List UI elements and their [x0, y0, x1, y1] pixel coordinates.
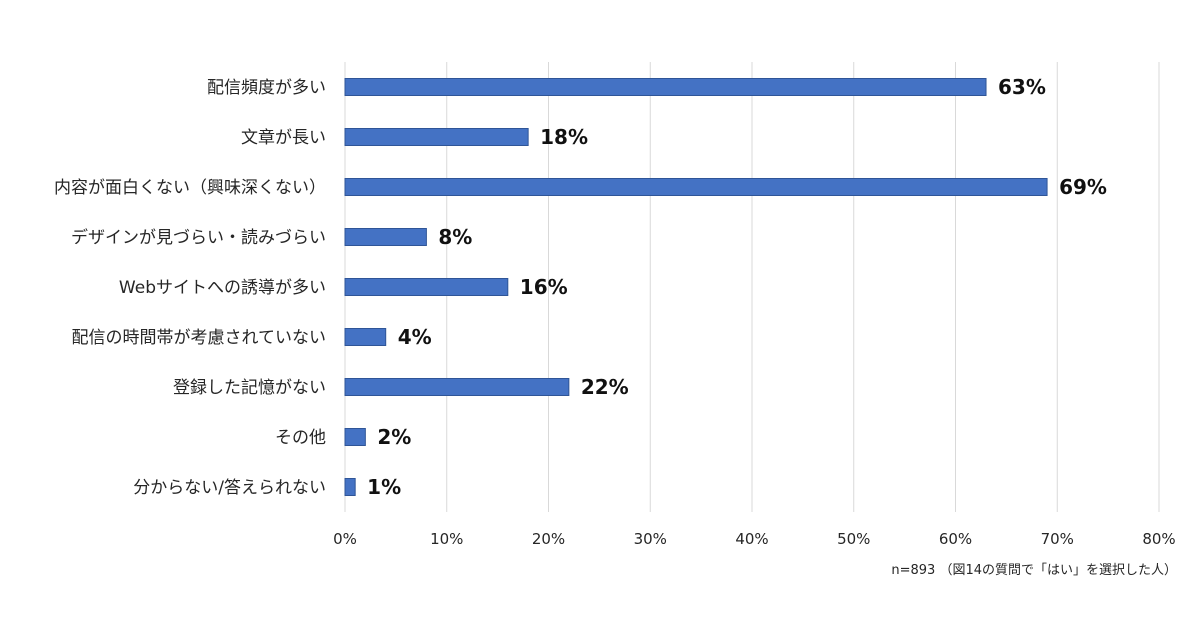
bar — [344, 228, 427, 246]
x-axis-tick-labels: 0% 10% 20% 30% 40% 50% 60% 70% 80% — [333, 530, 1176, 548]
bar — [344, 328, 387, 346]
x-tick-label: 20% — [532, 530, 565, 548]
data-labels: 63% 18% 69% 8% 16% 4% 22% 2% 1% — [367, 75, 1107, 499]
x-tick-label: 70% — [1041, 530, 1074, 548]
data-label: 69% — [1059, 175, 1107, 199]
bar — [344, 278, 509, 296]
category-label: 内容が面白くない（興味深くない） — [54, 178, 326, 198]
data-label: 4% — [398, 325, 432, 349]
category-label: 分からない/答えられない — [133, 478, 326, 498]
category-label: その他 — [275, 428, 326, 448]
data-label: 8% — [438, 225, 472, 249]
x-tick-label: 0% — [333, 530, 357, 548]
category-label: デザインが見づらい・読みづらい — [71, 227, 326, 248]
data-label: 1% — [367, 475, 401, 499]
bar — [344, 128, 529, 146]
x-tick-label: 40% — [735, 530, 768, 548]
data-label: 63% — [998, 75, 1046, 99]
data-label: 2% — [377, 425, 411, 449]
bar — [344, 178, 1048, 196]
data-label: 16% — [520, 275, 568, 299]
category-label: Webサイトへの誘導が多い — [119, 278, 326, 298]
bars — [344, 78, 1048, 496]
bar — [344, 478, 356, 496]
x-tick-label: 60% — [939, 530, 972, 548]
category-label: 配信頻度が多い — [207, 78, 326, 98]
bar — [344, 78, 987, 96]
x-tick-label: 30% — [634, 530, 667, 548]
category-label: 登録した記憶がない — [173, 378, 326, 398]
category-label: 文章が長い — [241, 128, 326, 148]
sample-note: n=893 （図14の質問で「はい」を選択した人） — [891, 563, 1177, 578]
x-tick-label: 10% — [430, 530, 463, 548]
data-label: 18% — [540, 125, 588, 149]
category-label: 配信の時間帯が考慮されていない — [72, 328, 327, 348]
x-tick-label: 50% — [837, 530, 870, 548]
bar — [344, 428, 366, 446]
x-tick-label: 80% — [1142, 530, 1175, 548]
bar — [344, 378, 570, 396]
data-label: 22% — [581, 375, 629, 399]
